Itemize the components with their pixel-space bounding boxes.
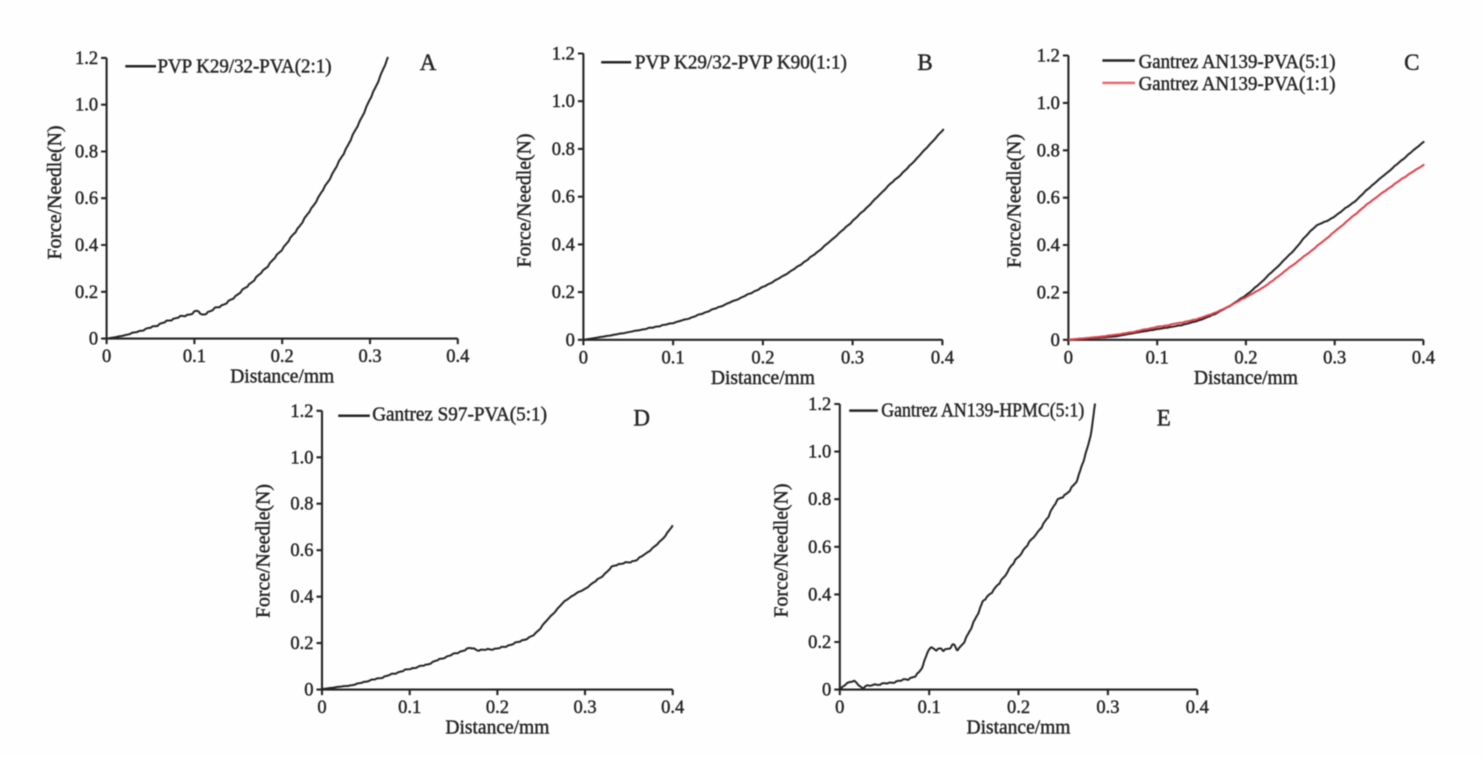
- svg-text:0: 0: [835, 698, 844, 718]
- svg-text:0: 0: [102, 347, 111, 367]
- svg-text:0.4: 0.4: [661, 698, 684, 718]
- svg-text:0.1: 0.1: [398, 698, 421, 718]
- svg-text:PVP K29/32-PVP K90(1:1): PVP K29/32-PVP K90(1:1): [635, 53, 847, 74]
- svg-text:1.0: 1.0: [552, 92, 575, 112]
- svg-text:0: 0: [1064, 348, 1073, 368]
- svg-text:0.4: 0.4: [1186, 698, 1209, 718]
- svg-text:0: 0: [89, 330, 98, 350]
- svg-text:E: E: [1157, 406, 1171, 431]
- svg-text:PVP K29/32-PVA(2:1): PVP K29/32-PVA(2:1): [158, 56, 332, 77]
- svg-text:0.2: 0.2: [808, 633, 831, 653]
- svg-text:Distance/mm: Distance/mm: [1194, 368, 1298, 389]
- svg-text:0.8: 0.8: [1037, 141, 1060, 161]
- svg-text:0.2: 0.2: [751, 348, 774, 368]
- svg-text:0: 0: [317, 698, 326, 718]
- svg-text:0.8: 0.8: [552, 140, 575, 160]
- svg-text:0.4: 0.4: [1037, 236, 1060, 256]
- svg-text:0.8: 0.8: [75, 143, 98, 163]
- svg-text:0.3: 0.3: [573, 698, 596, 718]
- svg-text:0.4: 0.4: [931, 348, 954, 368]
- svg-text:0.4: 0.4: [75, 236, 98, 256]
- svg-text:0.4: 0.4: [808, 585, 831, 605]
- svg-text:0: 0: [304, 681, 313, 701]
- svg-text:0.4: 0.4: [446, 347, 469, 367]
- svg-text:Force/Needle(N): Force/Needle(N): [45, 126, 66, 260]
- svg-text:0.3: 0.3: [358, 347, 381, 367]
- svg-text:0.2: 0.2: [1037, 283, 1060, 303]
- svg-text:1.2: 1.2: [75, 49, 98, 69]
- svg-text:0.6: 0.6: [552, 188, 575, 208]
- svg-text:0.2: 0.2: [486, 698, 509, 718]
- svg-text:0.6: 0.6: [1037, 189, 1060, 209]
- svg-text:0.2: 0.2: [271, 347, 294, 367]
- svg-text:0: 0: [566, 331, 575, 351]
- svg-text:0.6: 0.6: [290, 541, 313, 561]
- svg-text:D: D: [633, 406, 650, 431]
- svg-text:0.8: 0.8: [290, 495, 313, 515]
- svg-text:0.2: 0.2: [1234, 348, 1257, 368]
- svg-text:1.2: 1.2: [808, 395, 831, 415]
- svg-text:0.6: 0.6: [75, 189, 98, 209]
- svg-text:0: 0: [1051, 331, 1060, 351]
- svg-text:1.2: 1.2: [1037, 47, 1060, 67]
- svg-text:0.6: 0.6: [808, 538, 831, 558]
- svg-text:0.8: 0.8: [808, 490, 831, 510]
- svg-text:Force/Needle(N): Force/Needle(N): [253, 484, 274, 618]
- svg-text:0.1: 0.1: [918, 698, 941, 718]
- svg-text:Distance/mm: Distance/mm: [967, 718, 1071, 739]
- svg-text:Distance/mm: Distance/mm: [230, 367, 334, 388]
- svg-text:0.3: 0.3: [1323, 348, 1346, 368]
- svg-text:Force/Needle(N): Force/Needle(N): [771, 484, 792, 618]
- svg-text:B: B: [917, 50, 932, 75]
- svg-text:Distance/mm: Distance/mm: [445, 718, 549, 739]
- svg-text:Gantrez S97-PVA(5:1): Gantrez S97-PVA(5:1): [372, 405, 547, 426]
- svg-text:0.2: 0.2: [290, 634, 313, 654]
- svg-text:0: 0: [579, 348, 588, 368]
- svg-text:0.4: 0.4: [1412, 348, 1435, 368]
- svg-text:0.2: 0.2: [75, 283, 98, 303]
- svg-text:Force/Needle(N): Force/Needle(N): [1004, 134, 1025, 268]
- svg-text:Distance/mm: Distance/mm: [711, 368, 815, 389]
- svg-text:Force/Needle(N): Force/Needle(N): [514, 134, 535, 268]
- svg-text:0: 0: [822, 681, 831, 701]
- svg-text:0.3: 0.3: [841, 348, 864, 368]
- svg-text:1.0: 1.0: [75, 96, 98, 116]
- svg-text:C: C: [1404, 50, 1419, 75]
- svg-text:1.0: 1.0: [290, 448, 313, 468]
- svg-text:0.4: 0.4: [290, 588, 313, 608]
- svg-text:Gantrez AN139-PVA(5:1): Gantrez AN139-PVA(5:1): [1139, 52, 1336, 73]
- svg-text:0.2: 0.2: [552, 283, 575, 303]
- svg-text:0.1: 0.1: [1146, 348, 1169, 368]
- svg-text:1.2: 1.2: [552, 45, 575, 65]
- svg-text:A: A: [420, 50, 437, 75]
- svg-text:0.4: 0.4: [552, 235, 575, 255]
- svg-text:Gantrez AN139-PVA(1:1): Gantrez AN139-PVA(1:1): [1139, 74, 1336, 95]
- svg-text:1.2: 1.2: [290, 402, 313, 422]
- svg-text:0.1: 0.1: [183, 347, 206, 367]
- svg-text:0.3: 0.3: [1096, 698, 1119, 718]
- svg-text:1.0: 1.0: [1037, 94, 1060, 114]
- svg-text:Gantrez AN139-HPMC(5:1): Gantrez AN139-HPMC(5:1): [881, 400, 1084, 421]
- svg-text:0.2: 0.2: [1007, 698, 1030, 718]
- svg-text:1.0: 1.0: [808, 443, 831, 463]
- svg-text:0.1: 0.1: [662, 348, 685, 368]
